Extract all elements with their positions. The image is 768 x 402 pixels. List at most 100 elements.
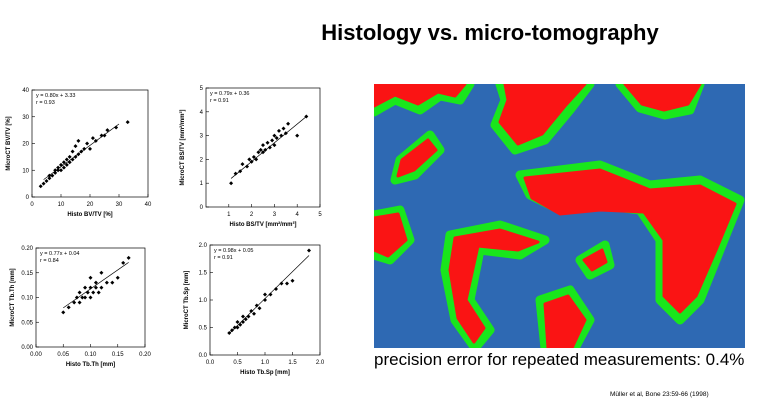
data-point: [88, 146, 92, 151]
data-point: [272, 143, 277, 148]
data-point: [263, 292, 267, 297]
micro-ct-image: [374, 84, 745, 348]
data-point: [256, 150, 261, 155]
data-point: [304, 114, 309, 119]
data-point: [126, 255, 131, 260]
x-tick-label: 0.05: [57, 352, 69, 358]
data-point: [227, 331, 232, 335]
data-point: [290, 278, 295, 283]
data-point: [285, 281, 289, 286]
data-point: [96, 290, 101, 295]
data-point: [272, 133, 277, 138]
data-point: [91, 290, 96, 295]
data-point: [115, 275, 120, 280]
y-tick-label: 30: [22, 115, 29, 121]
data-point: [64, 157, 69, 162]
data-point: [80, 295, 85, 300]
data-point: [283, 131, 288, 136]
x-axis-label: Histo BS/TV [mm²/mm³]: [229, 221, 296, 228]
data-point: [93, 138, 98, 143]
x-tick-label: 5: [318, 212, 322, 218]
annotation: y = 0.80x + 3.33: [36, 93, 75, 99]
data-point: [110, 280, 115, 285]
data-point: [67, 160, 72, 165]
data-point: [279, 133, 284, 138]
data-point: [76, 138, 81, 143]
data-point: [41, 181, 46, 186]
data-point: [50, 173, 55, 178]
data-point: [252, 311, 256, 316]
y-tick-label: 1.5: [199, 271, 208, 277]
image-caption: precision error for repeated measurement…: [374, 350, 744, 369]
data-point: [261, 143, 265, 148]
x-tick-label: 1: [227, 212, 231, 218]
data-point: [67, 154, 72, 159]
data-point: [102, 133, 107, 138]
data-point: [286, 121, 291, 126]
x-tick-label: 0.10: [85, 352, 97, 358]
data-point: [125, 120, 130, 125]
y-axis-label: MicroCT BS/TV [mm²/mm³]: [179, 109, 186, 185]
data-point: [274, 287, 278, 291]
x-tick-label: 0: [30, 202, 34, 208]
data-point: [38, 184, 43, 189]
data-point: [235, 325, 240, 330]
data-point: [56, 168, 61, 173]
x-axis-label: Histo BV/TV [%]: [67, 212, 112, 218]
y-tick-label: 1.0: [199, 298, 208, 304]
x-tick-label: 0.20: [139, 352, 151, 358]
data-point: [114, 125, 119, 130]
data-point: [240, 162, 245, 167]
x-tick-label: 0.15: [112, 352, 124, 358]
data-point: [233, 171, 238, 176]
data-point: [70, 149, 75, 154]
plot-frame: [205, 87, 321, 208]
x-tick-label: 30: [116, 202, 123, 208]
y-tick-label: 0.5: [199, 326, 208, 332]
data-point: [99, 285, 104, 290]
annotation: r = 0.91: [210, 98, 229, 104]
data-point: [247, 157, 252, 162]
data-point: [263, 147, 268, 152]
data-point: [64, 162, 69, 167]
data-point: [59, 162, 63, 167]
data-point: [47, 176, 52, 181]
y-tick-label: 0.0: [199, 353, 208, 359]
data-point: [249, 309, 254, 313]
x-tick-label: 2: [250, 212, 254, 218]
scatter-chart: 1 2 3 4 5 0 1 2 3 4 5 Histo BS/TV [mm²/mm³] MicroCT …: [179, 86, 322, 228]
data-point: [281, 126, 286, 131]
data-point: [53, 168, 58, 173]
x-tick-label: 20: [87, 202, 94, 208]
data-point: [229, 181, 234, 186]
data-point: [83, 285, 88, 290]
x-axis-label: Histo Tb.Sp [mm]: [240, 370, 290, 376]
annotation: r = 0.84: [40, 258, 59, 264]
fit-line: [63, 262, 129, 309]
data-point: [44, 178, 49, 183]
data-point: [77, 300, 82, 305]
x-axis-label: Histo Tb.Th [mm]: [66, 362, 115, 368]
y-tick-label: 0.20: [21, 246, 33, 252]
data-point: [261, 150, 265, 155]
data-point: [238, 169, 243, 174]
annotation: y = 0.79x + 0.36: [210, 91, 249, 97]
annotation: y = 0.98x + 0.05: [214, 248, 253, 254]
data-point: [93, 280, 98, 285]
data-point: [53, 170, 58, 175]
data-point: [88, 285, 93, 290]
x-tick-label: 3: [273, 212, 277, 218]
data-point: [70, 157, 75, 162]
data-point: [241, 320, 245, 324]
data-point: [279, 281, 284, 286]
y-tick-label: 5: [200, 86, 204, 92]
data-point: [76, 152, 81, 157]
y-tick-label: 0.10: [21, 296, 33, 302]
x-tick-label: 1.0: [261, 360, 270, 366]
data-point: [232, 325, 237, 330]
data-point: [73, 144, 78, 149]
citation: Müller et al, Bone 23:59-66 (1998): [610, 391, 709, 398]
y-axis-label: MicroCT BV/TV [%]: [6, 116, 12, 170]
x-tick-label: 4: [296, 212, 300, 218]
data-point: [257, 306, 262, 311]
